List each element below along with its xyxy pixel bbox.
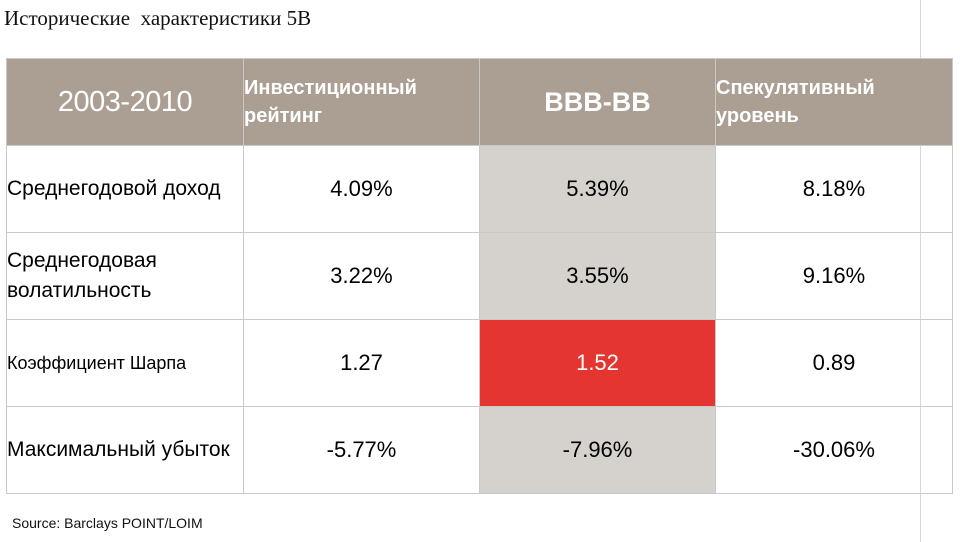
- table-cell: -5.77%: [243, 406, 480, 494]
- source-note: Source: Barclays POINT/LOIM: [12, 515, 203, 531]
- table-cell: 4.09%: [243, 145, 480, 233]
- table-row: Среднегодовая волатильность 3.22% 3.55% …: [6, 232, 953, 320]
- table-cell: 9.16%: [715, 232, 953, 320]
- row-label-annual-return: Среднегодовой доход: [6, 145, 244, 233]
- table-row: Среднегодовой доход 4.09% 5.39% 8.18%: [6, 145, 953, 233]
- table-cell-highlight: 5.39%: [479, 145, 716, 233]
- table-row: Максимальный убыток -5.77% -7.96% -30.06…: [6, 406, 953, 494]
- performance-table: 2003-2010 Инвестиционный рейтинг BBB-BB …: [6, 58, 953, 494]
- header-bbb-bb: BBB-BB: [479, 58, 716, 146]
- table-cell: 3.22%: [243, 232, 480, 320]
- table-row: Коэффициент Шарпа 1.27 1.52 0.89: [6, 319, 953, 407]
- page-title: Исторические характеристики 5B: [4, 6, 312, 30]
- table-cell: 0.89: [715, 319, 953, 407]
- header-investment-grade: Инвестиционный рейтинг: [243, 58, 480, 146]
- header-period: 2003-2010: [6, 58, 244, 146]
- table-cell: -30.06%: [715, 406, 953, 494]
- table-cell-highlight: 3.55%: [479, 232, 716, 320]
- table-cell: 8.18%: [715, 145, 953, 233]
- table-cell-highlight-red: 1.52: [479, 319, 716, 407]
- table-cell-highlight: -7.96%: [479, 406, 716, 494]
- row-label-sharpe-ratio: Коэффициент Шарпа: [6, 319, 244, 407]
- row-label-annual-volatility: Среднегодовая волатильность: [6, 232, 244, 320]
- header-row: 2003-2010 Инвестиционный рейтинг BBB-BB …: [6, 58, 953, 146]
- table-cell: 1.27: [243, 319, 480, 407]
- row-label-max-drawdown: Максимальный убыток: [6, 406, 244, 494]
- header-speculative-grade: Спекулятивный уровень: [715, 58, 953, 146]
